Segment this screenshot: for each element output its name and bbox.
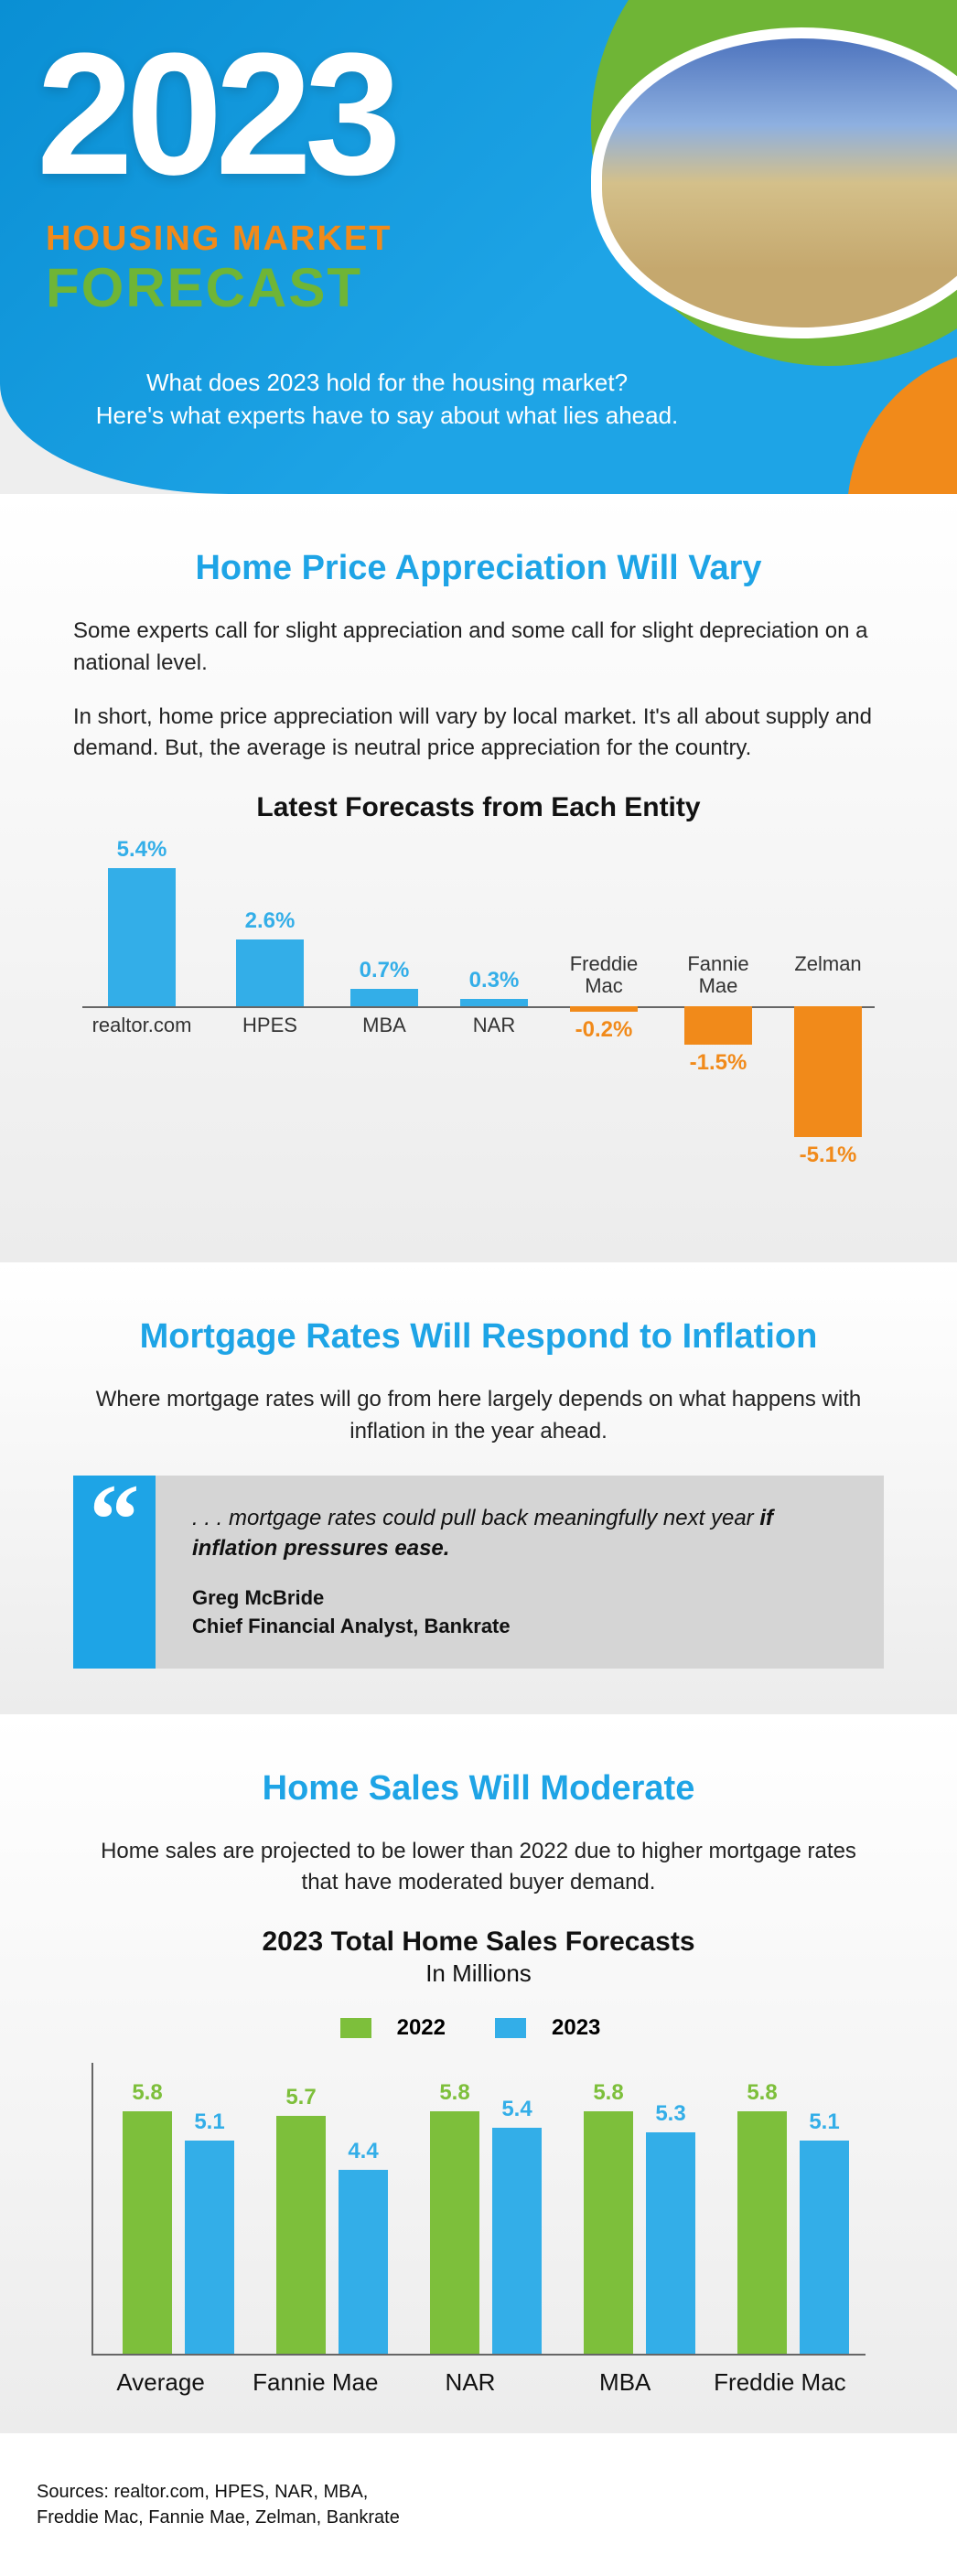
sources-line2: Freddie Mac, Fannie Mae, Zelman, Bankrat… (37, 2507, 400, 2528)
legend-swatch (495, 2018, 526, 2038)
chart1-value-label: 2.6% (220, 908, 320, 934)
chart1-title: Latest Forecasts from Each Entity (73, 792, 884, 823)
chart1-axis (82, 1006, 875, 1008)
quote-role: Chief Financial Analyst, Bankrate (192, 1613, 847, 1641)
chart1-category-label: Zelman (778, 953, 878, 975)
hero-intro-l2: Here's what experts have to say about wh… (96, 402, 679, 429)
chart2-value-2023: 5.3 (646, 2101, 695, 2127)
chart1-value-label: -0.2% (554, 1017, 654, 1043)
chart2-value-2022: 5.8 (584, 2080, 633, 2106)
chart1-bar (108, 868, 176, 1006)
quote-block: “ . . . mortgage rates could pull back m… (73, 1476, 884, 1669)
chart1-category-label: Fannie Mae (668, 953, 769, 997)
hero-intro: What does 2023 hold for the housing mark… (55, 366, 719, 433)
chart2-category-label: Fannie Mae (246, 2368, 384, 2397)
section1-title: Home Price Appreciation Will Vary (73, 549, 884, 588)
chart1-diverging-bar: 5.4%realtor.com2.6%HPES0.7%MBA0.3%NAR-0.… (82, 842, 875, 1226)
chart2-value-2022: 5.8 (430, 2080, 479, 2106)
chart1-bar (236, 939, 304, 1006)
chart2-value-2022: 5.8 (123, 2080, 172, 2106)
sources-footer: Sources: realtor.com, HPES, NAR, MBA, Fr… (0, 2433, 957, 2576)
infographic-container: 2023 HOUSING MARKET FORECAST What does 2… (0, 0, 957, 2576)
chart2-bar-2023 (646, 2132, 695, 2354)
section3-body: Home sales are projected to be lower tha… (73, 1836, 884, 1900)
section2-title: Mortgage Rates Will Respond to Inflation (73, 1317, 884, 1357)
hero-intro-l1: What does 2023 hold for the housing mark… (146, 369, 628, 396)
chart2-value-2023: 5.4 (492, 2097, 542, 2122)
chart1-bar (460, 999, 528, 1006)
chart2-bar-2022 (123, 2111, 172, 2354)
chart2-labels: Average Fannie Mae NAR MBA Freddie Mac (91, 2368, 866, 2397)
chart1-category-label: Freddie Mac (554, 953, 654, 997)
section3-title: Home Sales Will Moderate (73, 1769, 884, 1809)
chart1-value-label: 0.3% (444, 968, 544, 993)
chart2-value-2023: 4.4 (339, 2139, 388, 2164)
quote-text-pre: . . . mortgage rates could pull back mea… (192, 1506, 759, 1530)
chart1-bar (794, 1006, 862, 1137)
sources-line1: Sources: realtor.com, HPES, NAR, MBA, (37, 2482, 368, 2502)
section-home-sales: Home Sales Will Moderate Home sales are … (0, 1714, 957, 2434)
chart1-value-label: -1.5% (668, 1050, 769, 1076)
section-price-appreciation: Home Price Appreciation Will Vary Some e… (0, 494, 957, 1262)
chart2-bar-2022 (276, 2116, 326, 2355)
chart2-bar-2022 (737, 2111, 787, 2354)
chart2-category-label: NAR (401, 2368, 539, 2397)
chart2-bar-2022 (430, 2111, 479, 2354)
quote-author: Greg McBride (192, 1584, 847, 1613)
chart1-value-label: -5.1% (778, 1143, 878, 1168)
chart2-value-2022: 5.7 (276, 2085, 326, 2110)
hero-section: 2023 HOUSING MARKET FORECAST What does 2… (0, 0, 957, 494)
hero-year: 2023 (37, 37, 394, 193)
section2-body: Where mortgage rates will go from here l… (73, 1384, 884, 1448)
chart2-category-label: Freddie Mac (711, 2368, 849, 2397)
section-mortgage-rates: Mortgage Rates Will Respond to Inflation… (0, 1262, 957, 1713)
chart2-value-2022: 5.8 (737, 2080, 787, 2106)
section1-p2: In short, home price appreciation will v… (73, 702, 884, 766)
chart2-title: 2023 Total Home Sales Forecasts (73, 1927, 884, 1958)
hero-line1: HOUSING MARKET (46, 220, 392, 259)
chart1-bar (570, 1006, 638, 1012)
chart2-bar-2023 (492, 2128, 542, 2354)
chart2-bar-2023 (800, 2141, 849, 2354)
chart1-value-label: 0.7% (334, 958, 435, 983)
chart1-category-label: HPES (220, 1014, 320, 1037)
chart2-subtitle: In Millions (73, 1959, 884, 1988)
chart2-bar-2023 (185, 2141, 234, 2354)
legend-item: 2023 (495, 2015, 617, 2041)
chart2-value-2023: 5.1 (185, 2109, 234, 2135)
chart2-grouped-bar: 5.8 5.1 5.7 4.4 5.8 5.4 5.8 5.3 5.8 5.1 (91, 2063, 866, 2356)
chart1-value-label: 5.4% (91, 837, 192, 863)
chart2-bar-2023 (339, 2170, 388, 2354)
legend-label: 2023 (552, 2015, 600, 2041)
chart2-value-2023: 5.1 (800, 2109, 849, 2135)
chart2-category-label: MBA (556, 2368, 694, 2397)
chart1-category-label: MBA (334, 1014, 435, 1037)
chart1-category-label: NAR (444, 1014, 544, 1037)
section1-p1: Some experts call for slight appreciatio… (73, 616, 884, 680)
legend-swatch (340, 2018, 371, 2038)
legend-item: 2022 (340, 2015, 462, 2041)
chart1-bar (684, 1006, 752, 1045)
chart2-bar-2022 (584, 2111, 633, 2354)
chart2-legend: 2022 2023 (73, 2015, 884, 2045)
chart1-category-label: realtor.com (91, 1014, 192, 1037)
chart2-category-label: Average (91, 2368, 230, 2397)
quote-mark-icon: “ (90, 1492, 140, 1548)
quote-mark-wrap: “ (73, 1476, 156, 1669)
chart1-bar (350, 989, 418, 1007)
hero-line2: FORECAST (46, 256, 362, 319)
quote-text: . . . mortgage rates could pull back mea… (156, 1476, 884, 1669)
legend-label: 2022 (397, 2015, 446, 2041)
